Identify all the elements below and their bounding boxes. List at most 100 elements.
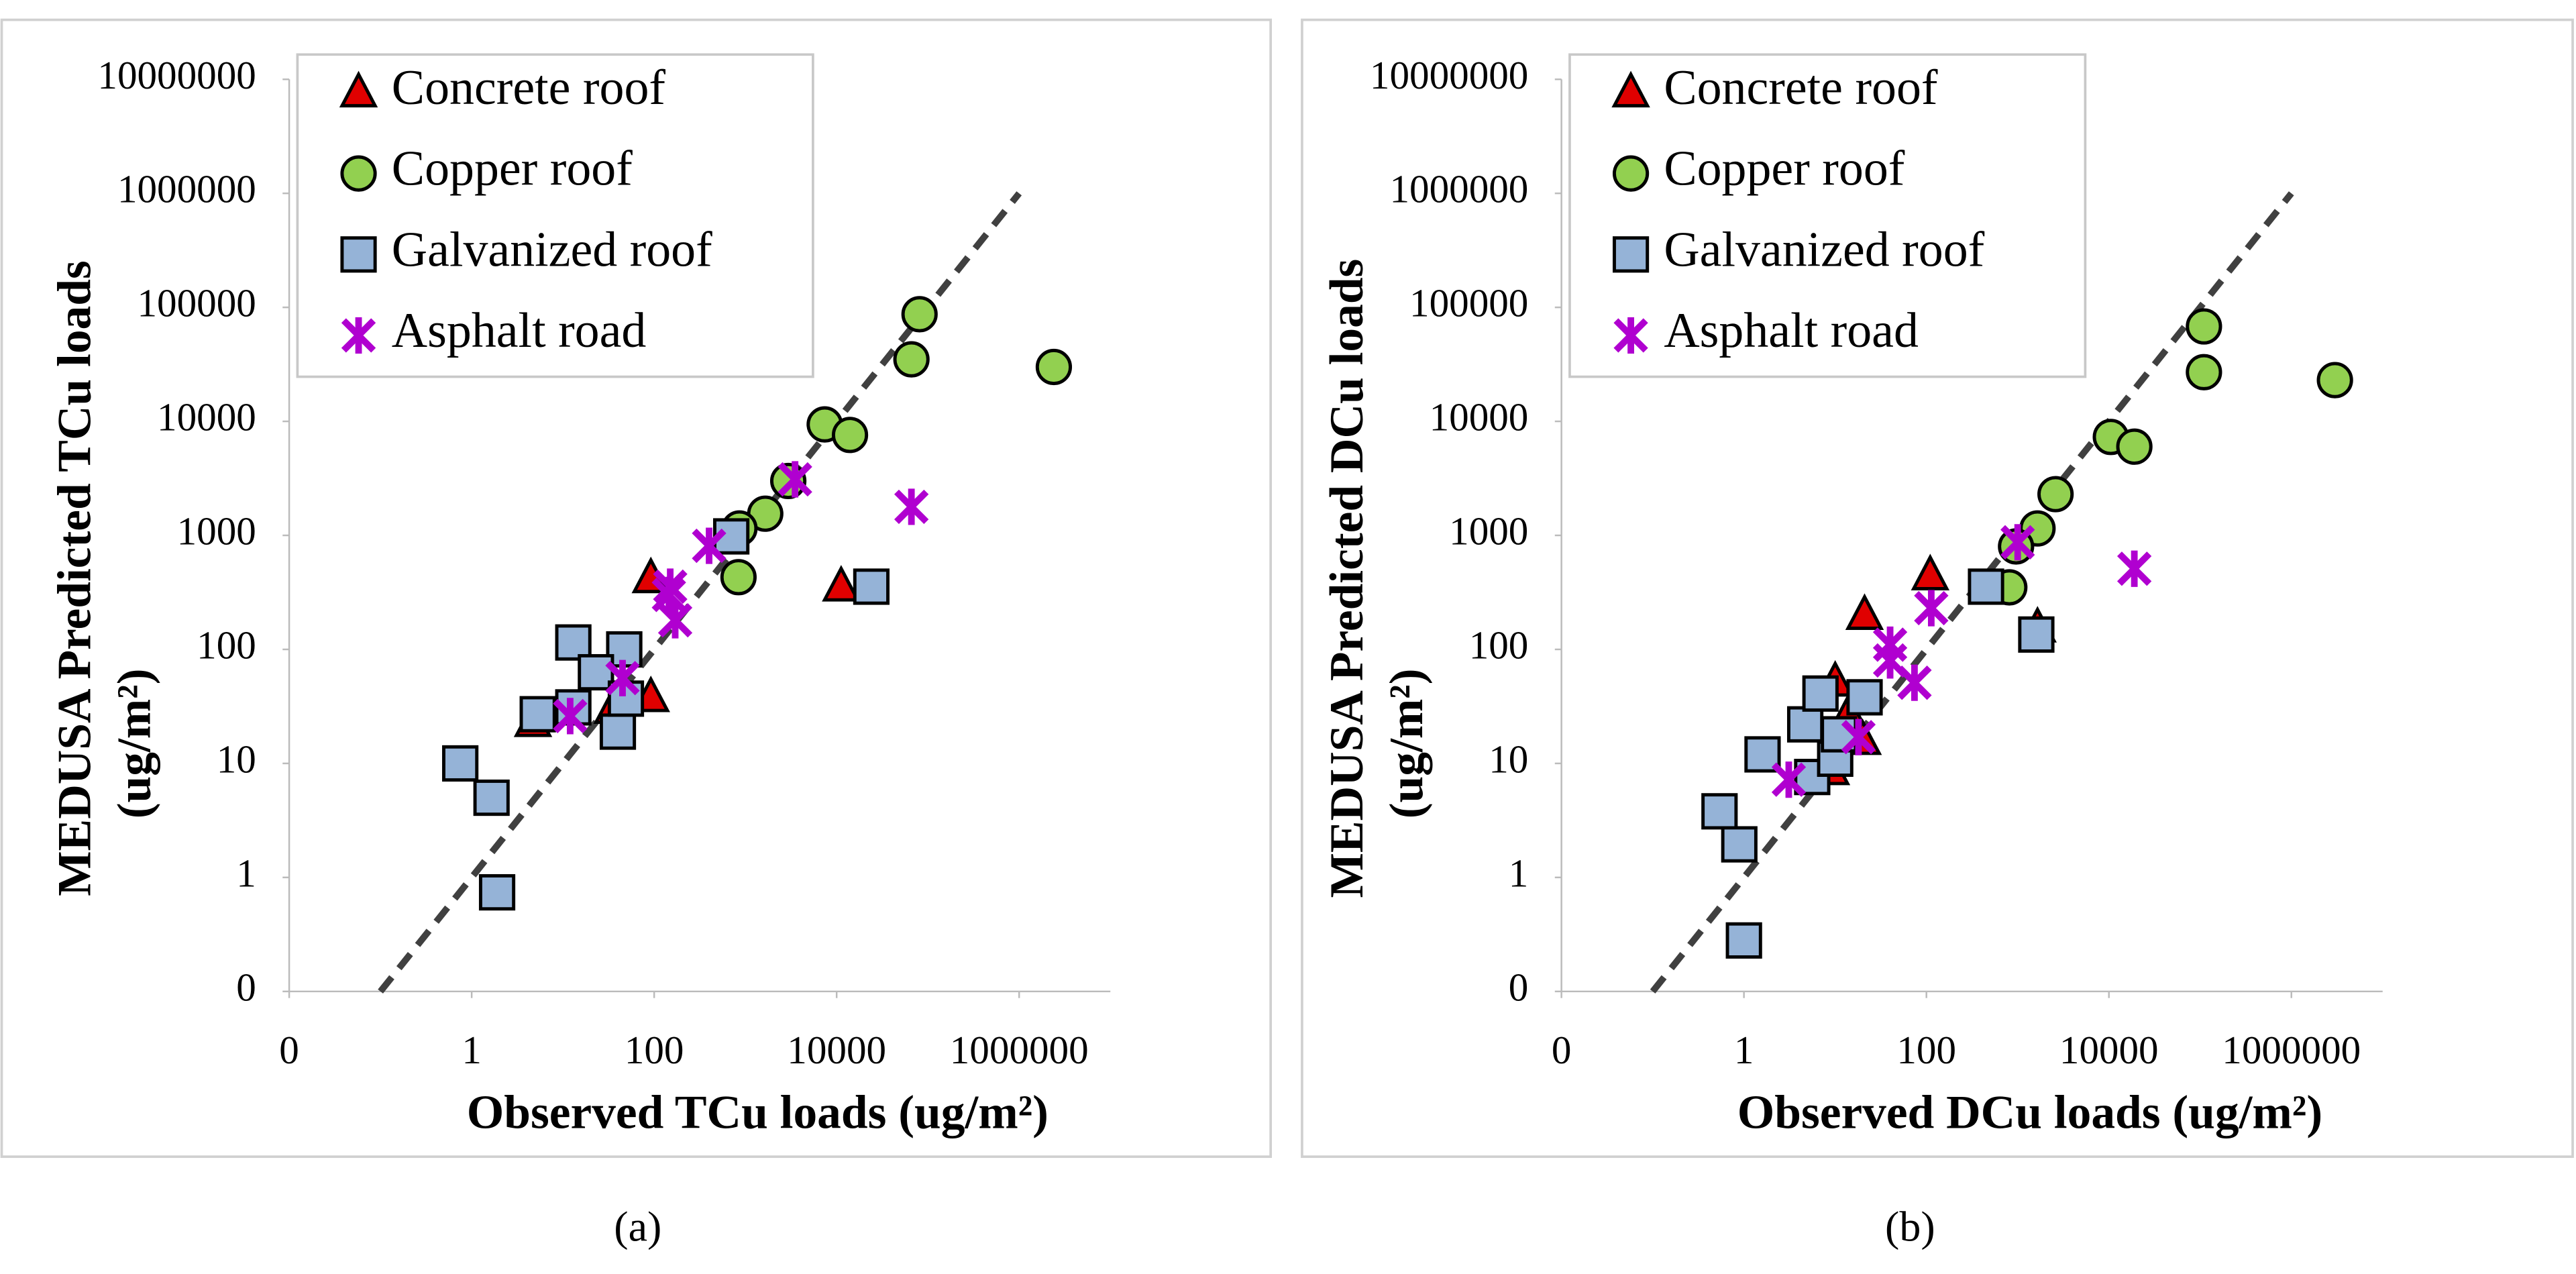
point <box>578 653 614 691</box>
point <box>339 70 378 108</box>
point <box>1721 826 1758 863</box>
circle-marker <box>831 417 869 454</box>
triangle-marker <box>1911 553 1950 590</box>
y-tick-label: 10000000 <box>1370 53 1528 97</box>
square-marker <box>1701 793 1738 830</box>
point <box>901 296 938 333</box>
x-tick-label: 0 <box>1552 1028 1572 1072</box>
x-tick-label: 100 <box>625 1028 684 1072</box>
point <box>555 624 592 661</box>
legend-label: Galvanized roof <box>392 221 712 276</box>
square-marker <box>1802 675 1839 712</box>
square-marker <box>519 696 556 733</box>
square-marker <box>1968 568 2004 605</box>
circle-marker <box>2037 476 2074 513</box>
x-tick-label: 1000000 <box>2222 1028 2361 1072</box>
point <box>1968 568 2004 605</box>
square-marker <box>1846 679 1883 716</box>
point <box>442 745 479 782</box>
y-tick-label: 10000000 <box>97 53 256 97</box>
point <box>1612 236 1650 273</box>
point <box>2116 550 2152 587</box>
point <box>893 341 930 378</box>
legend-box <box>296 53 814 378</box>
point <box>1914 590 1949 627</box>
y-tick-label: 0 <box>236 965 256 1009</box>
point <box>1771 761 1807 798</box>
circle-marker <box>2186 308 2222 345</box>
x-tick-label: 10000 <box>2059 1028 2159 1072</box>
triangle-marker <box>1611 70 1650 108</box>
y-tick-label: 1000000 <box>117 167 256 211</box>
square-marker <box>2018 616 2055 653</box>
legend-label: Asphalt road <box>1664 303 1919 358</box>
square-marker <box>1612 236 1650 273</box>
point <box>1846 679 1883 716</box>
x-tick-label: 100 <box>1896 1028 1956 1072</box>
y-tick-label: 1000 <box>177 509 256 553</box>
circle-marker <box>2316 362 2353 399</box>
point <box>2116 428 2153 465</box>
point <box>853 568 890 605</box>
point <box>478 874 516 911</box>
y-tick-label: 10000 <box>1430 395 1529 439</box>
triangle-marker <box>339 70 378 108</box>
x-tick-label: 1 <box>462 1028 482 1072</box>
square-marker <box>578 653 614 691</box>
legend-label: Copper roof <box>1664 141 1904 196</box>
y-tick-label: 100 <box>197 623 256 668</box>
circle-marker <box>893 341 930 378</box>
point <box>1841 719 1876 755</box>
point <box>1701 793 1738 830</box>
point <box>692 527 727 564</box>
circle-marker <box>2186 354 2222 390</box>
x-tick-label: 1000000 <box>950 1028 1089 1072</box>
point <box>341 317 376 354</box>
point <box>2018 616 2055 653</box>
point <box>1613 317 1648 354</box>
point <box>651 576 686 613</box>
x-axis-label: Observed TCu loads (ug/m²) <box>467 1085 1049 1138</box>
point <box>894 488 929 525</box>
y-tick-label: 10000 <box>157 395 256 439</box>
y-tick-label: 10 <box>217 737 256 781</box>
y-tick-label: 1 <box>1509 851 1529 895</box>
circle-marker <box>901 296 938 333</box>
legend-label: Concrete roof <box>392 60 666 115</box>
point <box>822 565 861 602</box>
square-marker <box>1725 922 1762 959</box>
y-tick-label: 100 <box>1469 623 1529 668</box>
y-tick-label: 100000 <box>1409 281 1528 325</box>
point <box>2186 308 2222 345</box>
legend-box <box>1568 53 2087 378</box>
point <box>605 659 640 696</box>
point <box>1786 706 1824 743</box>
x-tick-label: 10000 <box>787 1028 886 1072</box>
circle-marker <box>2116 428 2153 465</box>
point <box>553 698 588 735</box>
point <box>1612 155 1650 192</box>
square-marker <box>853 568 890 605</box>
point <box>777 461 812 498</box>
point <box>2316 362 2353 399</box>
triangle-marker <box>822 565 861 602</box>
point <box>1611 70 1650 108</box>
triangle-marker <box>1845 593 1884 630</box>
point <box>1845 593 1884 630</box>
point <box>2037 476 2074 513</box>
square-marker <box>478 874 516 911</box>
y-tick-label: 1000 <box>1449 509 1528 553</box>
circle-marker <box>1035 348 1073 386</box>
square-marker <box>599 713 637 750</box>
point <box>1725 922 1762 959</box>
caption: (b) <box>1885 1203 1935 1251</box>
square-marker <box>1721 826 1758 863</box>
y-axis-label: (ug/m²) <box>1380 669 1433 819</box>
y-tick-label: 100000 <box>138 281 256 325</box>
legend-label: Copper roof <box>392 141 633 196</box>
point <box>340 155 377 192</box>
y-axis-label: (ug/m²) <box>107 669 160 819</box>
x-tick-label: 1 <box>1734 1028 1754 1072</box>
